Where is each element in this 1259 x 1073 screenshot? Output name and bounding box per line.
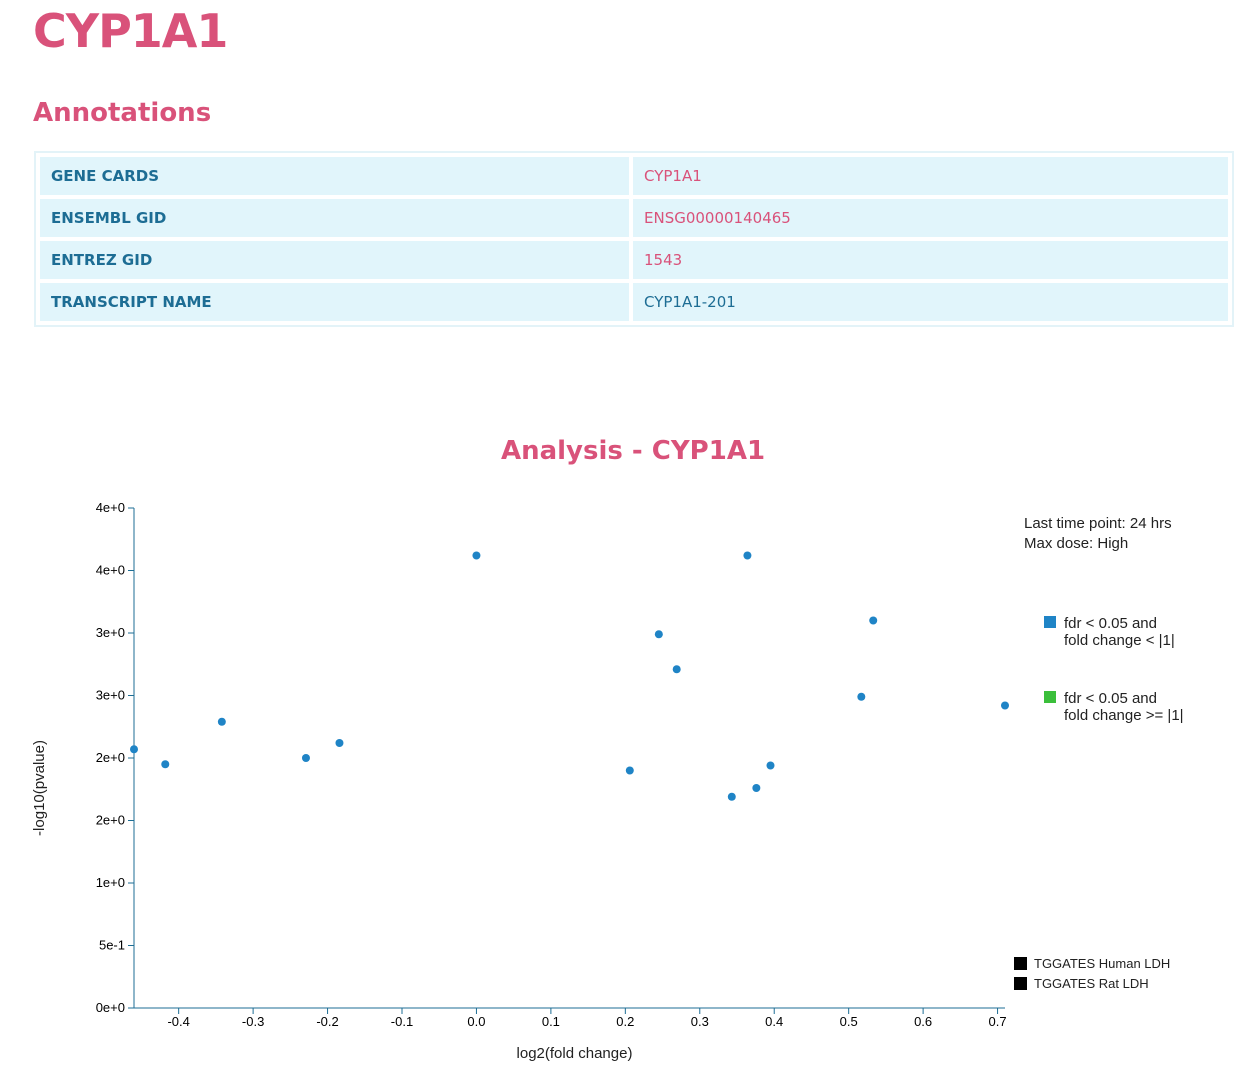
- source-legend-swatch: [1014, 977, 1027, 990]
- x-tick-label: -0.1: [391, 1014, 413, 1029]
- data-point: [752, 784, 761, 792]
- annotation-key-entrez-gid: ENTREZ GID: [40, 241, 629, 279]
- y-tick-label: 2e+0: [96, 813, 125, 828]
- annotations-heading: Annotations: [33, 98, 212, 128]
- x-axis-title: log2(fold change): [517, 1045, 633, 1062]
- page-title: CYP1A1: [33, 4, 228, 58]
- transcript-name-value: CYP1A1-201: [633, 283, 1228, 321]
- y-tick-label: 2e+0: [96, 750, 125, 765]
- x-tick-label: -0.2: [316, 1014, 338, 1029]
- legend-label: fdr < 0.05 and: [1064, 615, 1157, 632]
- table-row: ENTREZ GID 1543: [40, 241, 1228, 279]
- data-point: [335, 739, 344, 747]
- volcano-plot: -0.4 -0.3 -0.2 -0.1 0.0 0.1 0.2 0.3 0.4 0.5 0.6 0.7…: [31, 500, 1184, 1062]
- x-tick-label: 0.4: [765, 1014, 783, 1029]
- annotation-key-ensembl-gid: ENSEMBL GID: [40, 199, 629, 237]
- table-row: TRANSCRIPT NAME CYP1A1-201: [40, 283, 1228, 321]
- x-tick-label: 0.1: [542, 1014, 560, 1029]
- x-tick-label: 0.0: [467, 1014, 485, 1029]
- source-legend: TGGATES Human LDH TGGATES Rat LDH: [1014, 956, 1170, 991]
- source-legend-label: TGGATES Rat LDH: [1034, 976, 1149, 991]
- data-point: [161, 760, 170, 769]
- y-tick-label: 0e+0: [96, 1000, 125, 1015]
- table-row: GENE CARDS CYP1A1: [40, 157, 1228, 195]
- y-tick-label: 1e+0: [96, 875, 125, 890]
- x-tick-label: 0.2: [616, 1014, 634, 1029]
- table-row: ENSEMBL GID ENSG00000140465: [40, 199, 1228, 237]
- data-point: [1001, 701, 1009, 710]
- annotation-key-transcript-name: TRANSCRIPT NAME: [40, 283, 629, 321]
- data-point: [766, 761, 775, 770]
- x-tick-label: 0.5: [840, 1014, 858, 1029]
- annotations-table: GENE CARDS CYP1A1 ENSEMBL GID ENSG000001…: [34, 151, 1234, 327]
- x-tick-label: 0.6: [914, 1014, 932, 1029]
- source-legend-label: TGGATES Human LDH: [1034, 956, 1170, 971]
- gene-cards-link[interactable]: CYP1A1: [633, 157, 1228, 195]
- data-point: [672, 665, 681, 674]
- data-point: [301, 754, 310, 762]
- y-tick-label: 4e+0: [96, 500, 125, 515]
- ensembl-gid-link[interactable]: ENSG00000140465: [633, 199, 1228, 237]
- info-line: Last time point: 24 hrs: [1024, 515, 1172, 532]
- entrez-gid-link[interactable]: 1543: [633, 241, 1228, 279]
- info-line: Max dose: High: [1024, 535, 1128, 552]
- legend-label: fold change < |1|: [1064, 632, 1175, 649]
- data-point: [869, 616, 878, 625]
- x-axis: -0.4 -0.3 -0.2 -0.1 0.0 0.1 0.2 0.3 0.4 0.5 0.6 0.7: [134, 1007, 1007, 1029]
- data-point: [217, 717, 226, 726]
- y-axis: 0e+0 5e-1 1e+0 2e+0 2e+0 3e+0 3e+0 4e+0 4e+0: [96, 500, 135, 1015]
- x-tick-label: -0.4: [167, 1014, 189, 1029]
- data-point: [654, 630, 663, 639]
- y-tick-label: 4e+0: [96, 563, 125, 578]
- chart-info: Last time point: 24 hrs Max dose: High: [1024, 515, 1172, 552]
- data-point: [130, 745, 138, 754]
- data-point: [727, 792, 736, 801]
- x-tick-label: 0.7: [989, 1014, 1007, 1029]
- x-tick-label: -0.3: [242, 1014, 264, 1029]
- legend-swatch: [1044, 691, 1056, 703]
- source-legend-swatch: [1014, 957, 1027, 970]
- legend-label: fdr < 0.05 and: [1064, 690, 1157, 707]
- legend-label: fold change >= |1|: [1064, 707, 1184, 724]
- data-point: [625, 766, 634, 775]
- data-point: [472, 551, 481, 560]
- y-tick-label: 3e+0: [96, 688, 125, 703]
- data-point: [857, 692, 866, 701]
- data-points: [130, 551, 1009, 801]
- annotation-key-gene-cards: GENE CARDS: [40, 157, 629, 195]
- y-axis-title: -log10(pvalue): [31, 740, 48, 836]
- x-tick-label: 0.3: [691, 1014, 709, 1029]
- data-point: [743, 551, 752, 560]
- analysis-heading: Analysis - CYP1A1: [500, 436, 766, 466]
- y-tick-label: 3e+0: [96, 625, 125, 640]
- y-tick-label: 5e-1: [99, 938, 125, 953]
- legend-swatch: [1044, 616, 1056, 628]
